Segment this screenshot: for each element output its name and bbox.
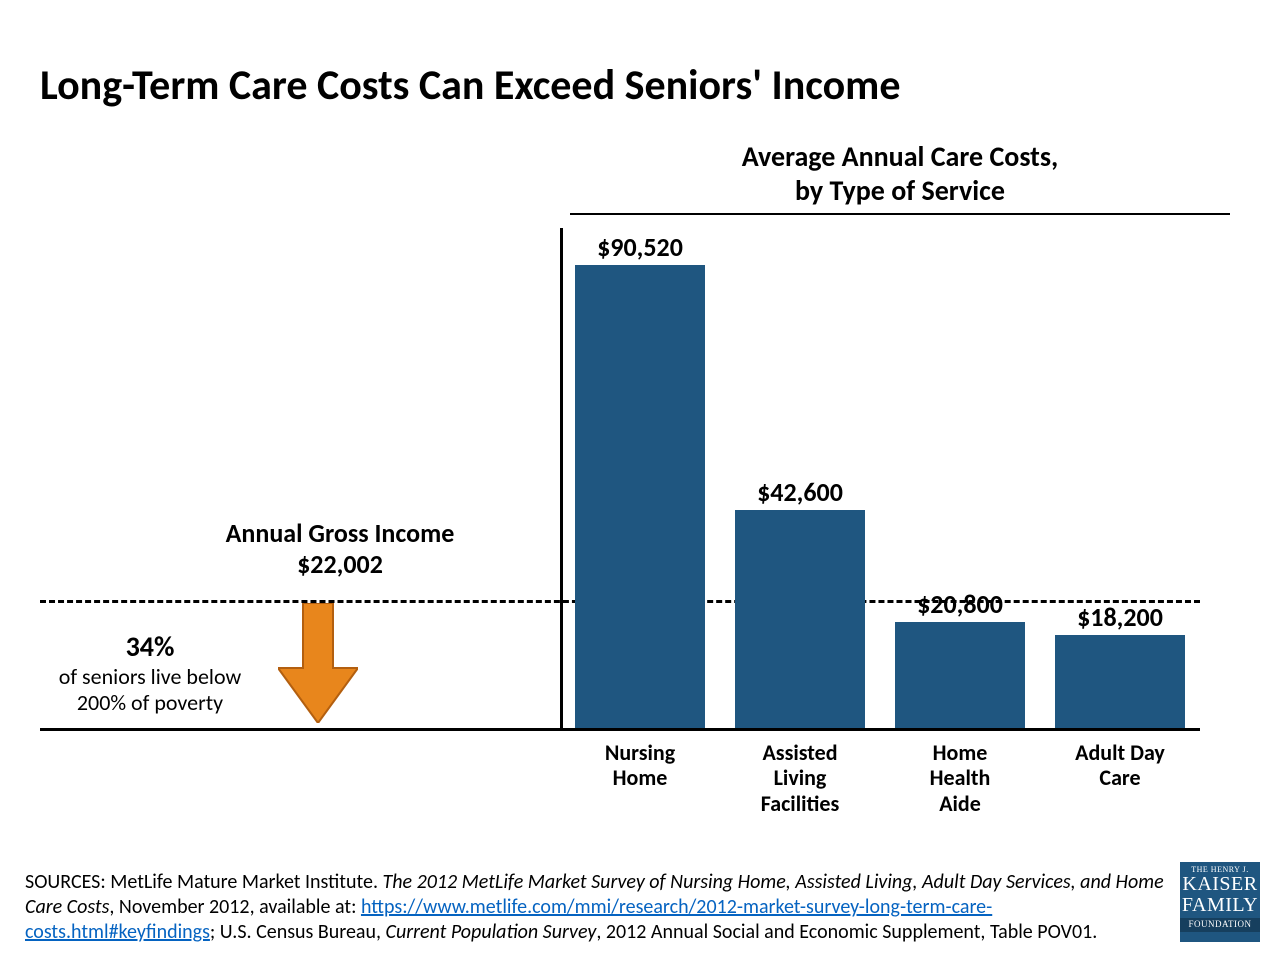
income-label-line1: Annual Gross Income xyxy=(226,517,455,549)
sources-mid2: ; U.S. Census Bureau, xyxy=(210,920,386,944)
chart-baseline xyxy=(40,728,1200,731)
bar-category-label: HomeHealthAide xyxy=(885,740,1035,816)
bar-value-label: $18,200 xyxy=(1045,601,1195,633)
poverty-note: 34% of seniors live below 200% of povert… xyxy=(40,630,260,716)
sources-suffix: , 2012 Annual Social and Economic Supple… xyxy=(596,920,1097,944)
down-arrow-icon xyxy=(278,603,358,728)
chart-heading-underline xyxy=(570,213,1230,215)
bar xyxy=(575,265,705,728)
logo-line2: FAMILY xyxy=(1180,895,1260,916)
chart-heading: Average Annual Care Costs, by Type of Se… xyxy=(560,140,1240,215)
bar-category-label: NursingHome xyxy=(565,740,715,791)
bar xyxy=(895,622,1025,728)
chart-y-axis xyxy=(560,228,563,728)
logo-line1: KAISER xyxy=(1180,874,1260,895)
chart-container: Average Annual Care Costs, by Type of Se… xyxy=(40,140,1240,780)
poverty-line1: of seniors live below xyxy=(59,663,241,690)
bar-category-label: AssistedLivingFacilities xyxy=(725,740,875,816)
bar-value-label: $20,800 xyxy=(885,588,1035,620)
logo-line3: FOUNDATION xyxy=(1180,918,1260,931)
kaiser-logo: THE HENRY J. KAISER FAMILY FOUNDATION xyxy=(1180,862,1260,942)
bar-value-label: $42,600 xyxy=(725,476,875,508)
chart-heading-line1: Average Annual Care Costs, xyxy=(742,139,1059,174)
sources-italic2: Current Population Survey xyxy=(386,920,597,944)
page-title: Long-Term Care Costs Can Exceed Seniors'… xyxy=(40,60,901,111)
bar xyxy=(735,510,865,728)
sources-prefix: SOURCES: MetLife Mature Market Institute… xyxy=(25,870,383,894)
sources-citation: SOURCES: MetLife Mature Market Institute… xyxy=(25,870,1165,945)
chart-heading-line2: by Type of Service xyxy=(795,173,1005,208)
income-label-line2: $22,002 xyxy=(297,548,383,580)
poverty-line2: 200% of poverty xyxy=(77,689,223,716)
bar-value-label: $90,520 xyxy=(565,231,715,263)
sources-mid: , November 2012, available at: xyxy=(109,895,361,919)
bar-category-label: Adult DayCare xyxy=(1045,740,1195,791)
bar xyxy=(1055,635,1185,728)
income-label: Annual Gross Income $22,002 xyxy=(165,518,515,580)
poverty-percent: 34% xyxy=(40,630,260,664)
